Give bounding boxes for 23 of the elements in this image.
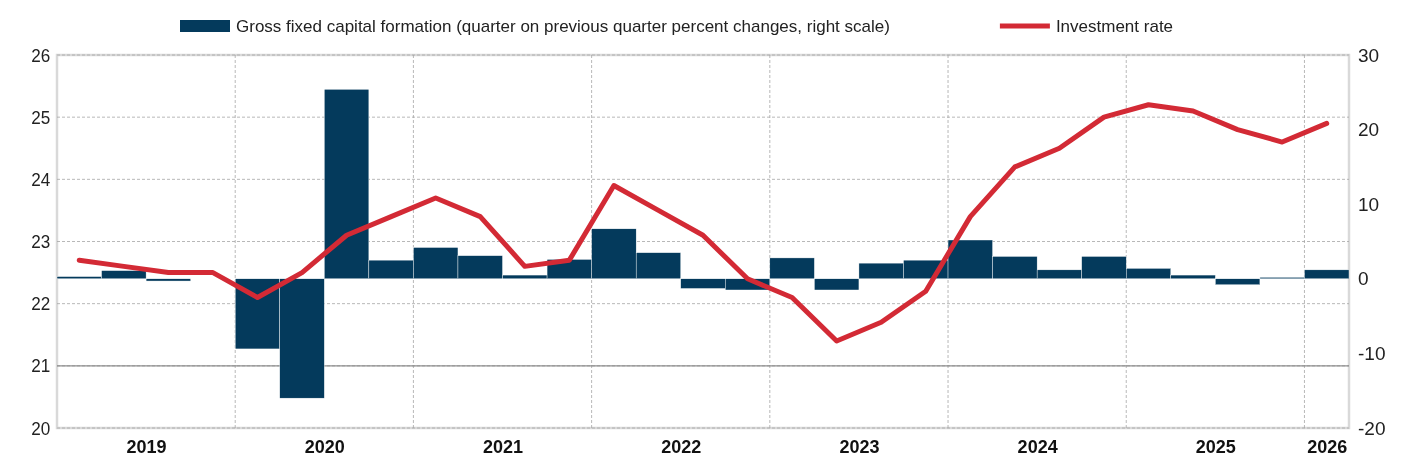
y2-tick-label: 20	[1358, 119, 1380, 141]
y-tick-label: 22	[31, 293, 51, 315]
y-tick-label: 25	[31, 106, 51, 128]
x-tick-label: 2026	[1307, 436, 1348, 457]
legend-label: Investment rate	[1055, 17, 1174, 36]
y2-tick-label: -10	[1358, 342, 1386, 364]
y-tick-label: 23	[31, 231, 51, 253]
y2-tick-label: 0	[1358, 268, 1369, 290]
x-tick-label: 2019	[126, 436, 167, 457]
y-tick-label: 24	[31, 169, 51, 191]
x-tick-label: 2022	[661, 436, 702, 457]
legend-label: Gross fixed capital formation (quarter on previous quarter percent changes, right scale)	[236, 17, 890, 36]
y2-tick-label: 10	[1358, 193, 1380, 215]
x-tick-label: 2025	[1195, 436, 1236, 457]
y-tick-label: 26	[31, 44, 51, 66]
y2-tick-label: 30	[1358, 44, 1380, 66]
x-tick-label: 2021	[482, 436, 524, 457]
x-tick-label: 2024	[1017, 436, 1058, 457]
y-tick-label: 21	[31, 355, 51, 377]
x-tick-label: 2020	[304, 436, 345, 457]
x-tick-label: 2023	[839, 436, 880, 457]
y-tick-label: 20	[31, 417, 51, 439]
y2-tick-label: -20	[1358, 417, 1386, 439]
